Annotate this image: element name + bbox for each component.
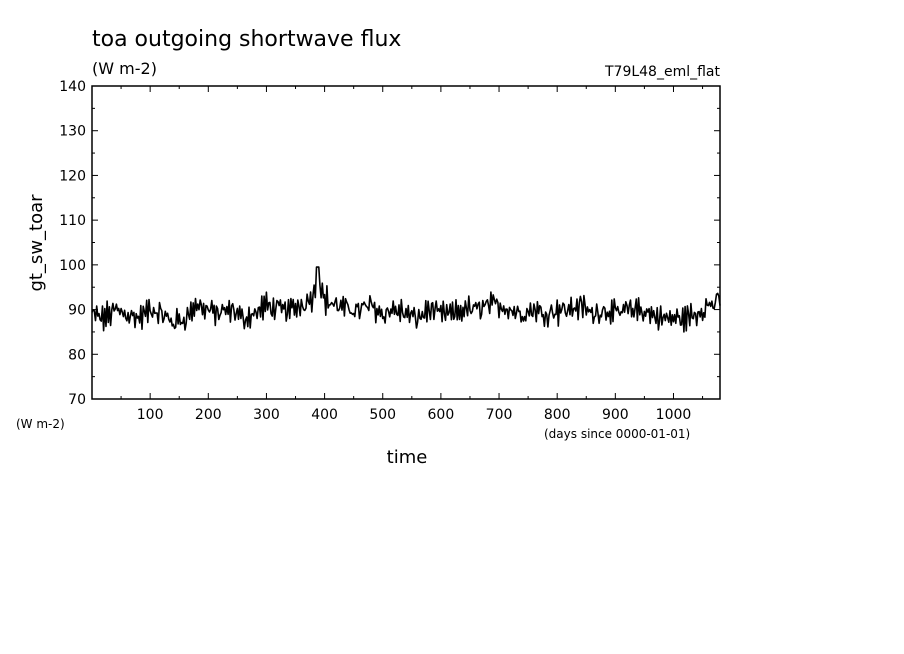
x-tick-label: 600 <box>428 407 455 423</box>
x-tick-label: 100 <box>137 407 164 423</box>
y-tick-label: 120 <box>59 168 86 184</box>
x-axis: 100 200 300 400 500 600 700 800 900 1000 <box>120 86 704 423</box>
y-tick-label: 70 <box>68 392 86 408</box>
series-line <box>91 266 721 333</box>
x-tick-label: 500 <box>369 407 396 423</box>
x-tick-label: 1000 <box>656 407 692 423</box>
y-axis: 70 80 90 100 110 120 130 140 <box>59 79 720 408</box>
y-tick-label: 110 <box>59 213 86 229</box>
y-tick-label: 80 <box>68 347 86 363</box>
chart-title: toa outgoing shortwave flux <box>92 27 401 52</box>
x-tick-label: 200 <box>195 407 222 423</box>
y-tick-label: 130 <box>59 124 86 140</box>
y-axis-label: gt_sw_toar <box>26 194 47 292</box>
x-tick-label: 400 <box>311 407 338 423</box>
y-tick-label: 90 <box>68 303 86 319</box>
x-axis-units: (days since 0000-01-01) <box>544 427 690 441</box>
y-tick-label: 100 <box>59 258 86 274</box>
x-tick-label: 900 <box>602 407 629 423</box>
y-axis-units: (W m-2) <box>16 417 65 431</box>
chart-subtitle: (W m-2) <box>92 59 157 78</box>
x-tick-label: 300 <box>253 407 280 423</box>
experiment-label: T79L48_eml_flat <box>604 64 721 80</box>
x-tick-label: 800 <box>544 407 571 423</box>
plot-area <box>91 85 721 400</box>
y-tick-label: 140 <box>59 79 86 95</box>
x-axis-label: time <box>387 447 428 468</box>
x-tick-label: 700 <box>486 407 513 423</box>
